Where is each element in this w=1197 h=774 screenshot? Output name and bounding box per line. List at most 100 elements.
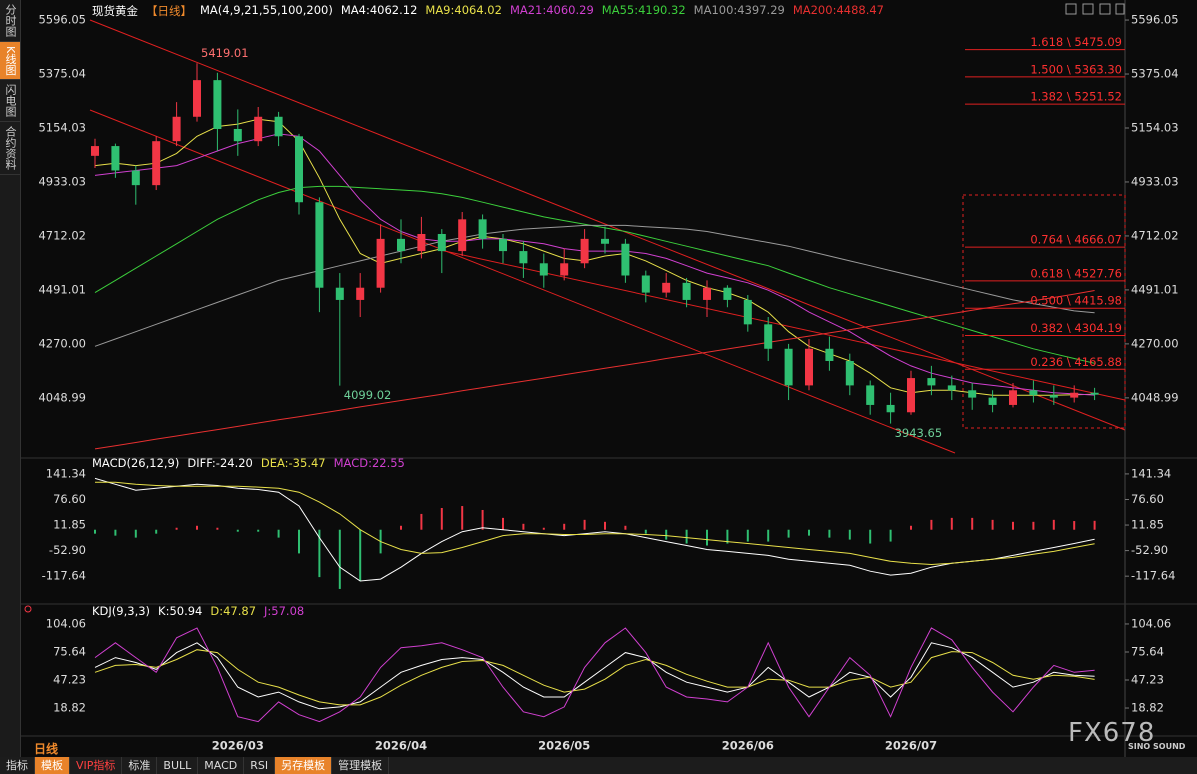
tool[interactable]: 标准 [122, 757, 158, 774]
fib-label: 1.618 \ 5475.09 [1030, 35, 1122, 49]
candle-body [988, 397, 997, 405]
candle-body [478, 219, 487, 239]
candle-body [580, 238, 589, 264]
candle-body [295, 136, 303, 203]
candle-body [601, 238, 609, 244]
y-tick-label: 4933.03 [38, 174, 86, 188]
y-tick-label: 4048.99 [1131, 390, 1179, 404]
icon[interactable] [1065, 3, 1077, 15]
y-tick-label: 5375.04 [1131, 67, 1179, 81]
y-tick-label: 47.23 [53, 673, 86, 687]
candle-body [1090, 392, 1099, 395]
tab[interactable]: 分时图 [0, 0, 20, 42]
candle-body [233, 128, 242, 142]
y-tick-label: 5154.03 [38, 120, 86, 134]
candle-body [193, 80, 201, 117]
candle-body [172, 116, 181, 142]
legend-item: MA4:4062.12 [340, 3, 418, 17]
series-line [94, 185, 1095, 364]
series-line [94, 477, 1095, 582]
candle-body [315, 202, 324, 288]
tool[interactable]: 另存模板 [275, 757, 333, 774]
candle-body [947, 385, 956, 391]
candle-body [743, 299, 752, 325]
candle-body [397, 238, 405, 252]
price-label: 5419.01 [201, 46, 249, 60]
watermark: FX678 [1068, 718, 1156, 748]
y-tick-label: 141.34 [46, 466, 86, 480]
candle-body [560, 263, 569, 276]
y-tick-label: 4712.02 [1131, 228, 1179, 242]
tab[interactable]: 闪电图 [0, 80, 20, 123]
y-tick-label: 47.23 [1131, 673, 1164, 687]
y-tick-label: 4933.03 [1131, 174, 1179, 188]
candle-body [458, 219, 467, 252]
x-tick-label: 2026/03 [212, 739, 264, 753]
y-tick-label: 75.64 [53, 644, 86, 658]
y-tick-label: 4491.01 [1131, 282, 1179, 296]
candle-body [621, 243, 630, 276]
candle-body [519, 251, 528, 264]
y-tick-label: -117.64 [1131, 569, 1175, 583]
tool[interactable]: 指标 [0, 757, 35, 774]
tool[interactable]: 模板 [35, 757, 70, 774]
tool[interactable]: 管理模板 [332, 757, 390, 774]
trend-line [439, 249, 1126, 401]
y-tick-label: 5375.04 [38, 67, 86, 81]
legend-item: 现货黄金 [92, 4, 138, 18]
y-tick-label: 5596.05 [38, 13, 86, 27]
candle-body [213, 80, 222, 129]
candle-body [927, 378, 936, 386]
price-label: 3943.65 [895, 426, 943, 440]
period[interactable]: 日线 [34, 742, 59, 756]
candle-body [356, 287, 365, 300]
y-tick-label: 4270.00 [38, 336, 86, 350]
candle-body [539, 263, 548, 276]
candle-body [152, 141, 161, 186]
candle-body [845, 360, 854, 386]
candle-body [662, 282, 671, 293]
icon[interactable] [1115, 3, 1125, 15]
y-tick-label: 104.06 [46, 616, 86, 630]
legend-item: J:57.08 [264, 604, 305, 618]
candle-body [703, 287, 711, 300]
legend-item: 【日线】 [146, 4, 192, 18]
tool[interactable]: VIP指标 [70, 757, 123, 774]
y-tick-label: 76.60 [53, 492, 86, 506]
legend: MACD(26,12,9) DIFF:-24.20 DEA:-35.47 MACD:2… [92, 456, 405, 470]
candle-body [254, 116, 263, 142]
tool[interactable]: BULL [157, 757, 199, 774]
tool[interactable]: RSI [244, 757, 276, 774]
legend-item: K:50.94 [158, 604, 203, 618]
tool[interactable]: MACD [198, 757, 245, 774]
y-tick-label: 18.82 [1131, 701, 1164, 715]
legend-item: DIFF:-24.20 [187, 456, 253, 470]
legend-item: KDJ(9,3,3) [92, 604, 151, 618]
fib-label: 1.382 \ 5251.52 [1030, 90, 1122, 104]
icon[interactable] [24, 605, 32, 613]
legend-item: D:47.87 [210, 604, 257, 618]
candle-body [764, 324, 773, 349]
candle-body [335, 287, 344, 300]
tab[interactable]: 合约资料 [0, 122, 20, 176]
series-line [94, 649, 1095, 706]
fib-label: 0.236 \ 4165.88 [1030, 355, 1122, 369]
candle-body [417, 233, 426, 252]
candle-body [805, 348, 813, 386]
fib-label: 0.764 \ 4666.07 [1030, 233, 1122, 247]
icon[interactable] [1082, 3, 1094, 15]
series-line [94, 627, 1095, 723]
candle-body [1049, 395, 1058, 398]
fib-label: 0.500 \ 4415.98 [1030, 294, 1122, 308]
legend-item: MA(4,9,21,55,100,200) [200, 3, 333, 17]
y-tick-label: 141.34 [1131, 466, 1171, 480]
candle-body [274, 116, 283, 137]
trend-line [89, 109, 956, 454]
candle-body [682, 282, 691, 300]
fib-label: 1.500 \ 5363.30 [1030, 62, 1122, 76]
icon[interactable] [1099, 3, 1111, 15]
tab[interactable]: K线图 [0, 42, 20, 81]
y-tick-label: 5596.05 [1131, 13, 1179, 27]
candle-body [111, 146, 120, 171]
y-tick-label: 11.85 [1131, 518, 1164, 532]
